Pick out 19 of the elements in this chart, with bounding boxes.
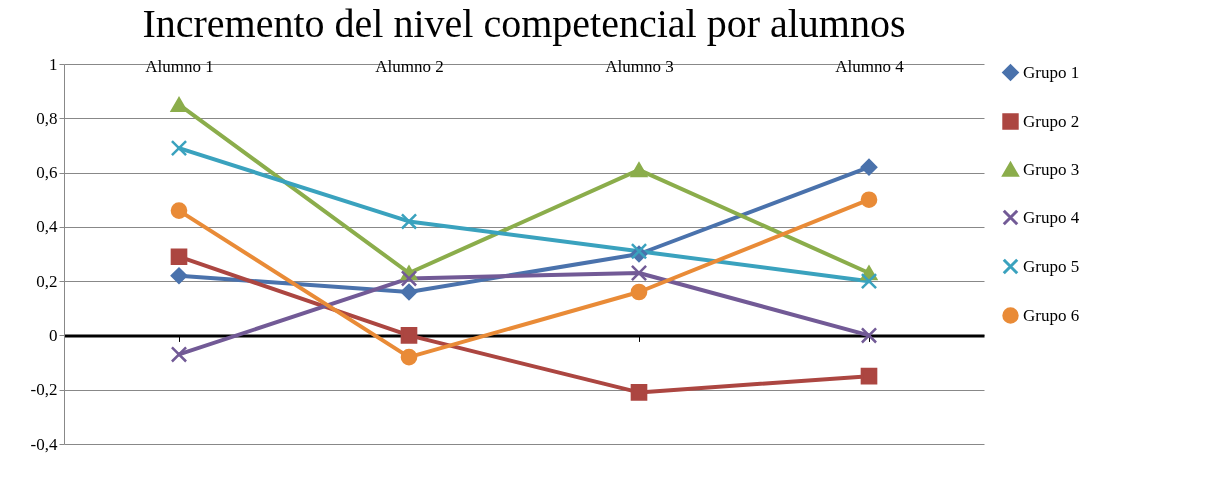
legend-label: Grupo 6	[1023, 305, 1080, 325]
y-tick-label: 1	[49, 54, 58, 74]
legend-label: Grupo 2	[1023, 111, 1080, 131]
legend-label: Grupo 4	[1023, 207, 1080, 227]
x-tick-label: Alumno 3	[605, 56, 674, 76]
y-tick-label: 0,8	[36, 108, 58, 128]
x-tick-label: Alumno 2	[375, 56, 444, 76]
chart-title: Incremento del nivel competencial por alumnos	[142, 1, 906, 46]
y-tick-label: 0,6	[36, 163, 58, 183]
y-tick-label: 0,4	[36, 217, 58, 237]
x-tick-label: Alumno 4	[835, 56, 905, 76]
legend-label: Grupo 3	[1023, 159, 1080, 179]
y-tick-label: -0,2	[30, 380, 58, 400]
legend-label: Grupo 5	[1023, 256, 1080, 276]
y-tick-label: -0,4	[30, 434, 58, 454]
x-tick-label: Alumno 1	[145, 56, 214, 76]
legend-label: Grupo 1	[1023, 62, 1080, 82]
y-tick-label: 0,2	[36, 271, 58, 291]
y-tick-label: 0	[49, 325, 58, 345]
